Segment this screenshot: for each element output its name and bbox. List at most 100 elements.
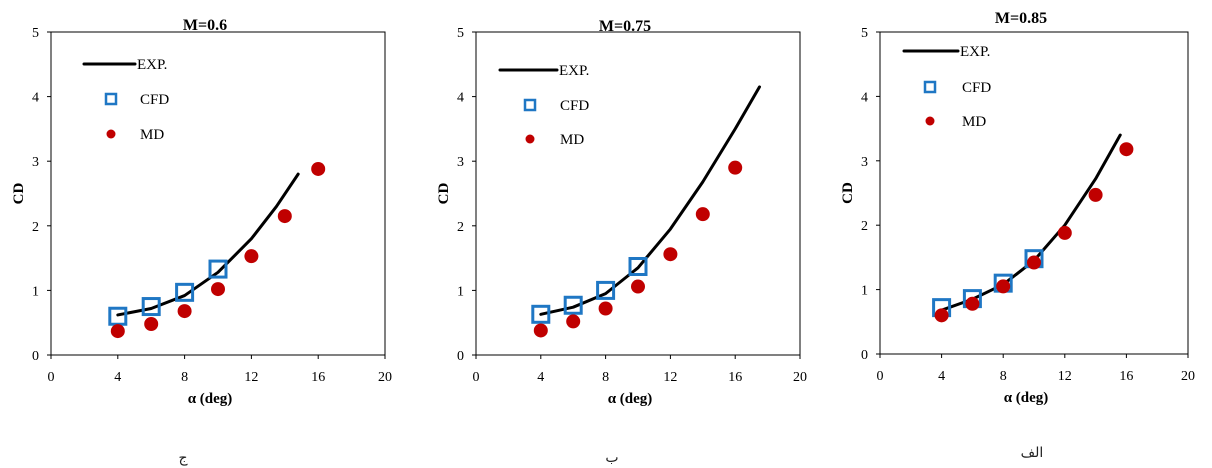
cfd-point (531, 304, 551, 324)
x-axis-label: α (deg) (608, 391, 653, 407)
x-tick-label: 4 (537, 370, 544, 385)
x-tick-label: 4 (114, 370, 121, 385)
x-tick-label: 16 (1119, 369, 1133, 384)
legend-cfd-swatch (104, 92, 118, 106)
legend-md-label: MD (140, 127, 164, 143)
legend-exp-label: EXP. (137, 57, 167, 73)
y-tick-label: 3 (861, 155, 868, 170)
legend-exp-label: EXP. (559, 63, 589, 79)
cfd-point (596, 280, 616, 300)
md-point (1088, 187, 1103, 202)
md-point (996, 279, 1011, 294)
md-point (663, 247, 678, 262)
cfd-point (208, 259, 228, 279)
chart-title: M=0.85 (995, 10, 1047, 27)
plot-area (879, 31, 1189, 355)
legend-md-swatch (106, 129, 116, 139)
x-tick-label: 12 (244, 370, 258, 385)
plot-area (475, 31, 801, 356)
x-tick-label: 0 (48, 370, 55, 385)
legend-md-swatch (525, 134, 535, 144)
md-point (211, 282, 225, 297)
y-axis-label: CD (11, 183, 27, 205)
y-axis-label: CD (840, 182, 856, 204)
y-tick-label: 5 (861, 26, 868, 41)
y-tick-label: 3 (457, 155, 464, 170)
y-axis-label: CD (436, 183, 452, 205)
legend-cfd-label: CFD (140, 92, 169, 108)
md-point (631, 279, 645, 294)
legend: EXP. CFD MD (498, 63, 589, 148)
y-tick-label: 5 (32, 26, 39, 41)
x-tick-label: 20 (1181, 369, 1195, 384)
y-tick-label: 2 (861, 219, 868, 234)
md-point (311, 161, 326, 176)
legend-cfd-label: CFD (962, 80, 991, 96)
x-tick-label: 16 (311, 370, 325, 385)
x-axis-label: α (deg) (1004, 390, 1049, 406)
legend-cfd-label: CFD (560, 98, 589, 114)
cfd-point (563, 295, 583, 315)
y-tick-label: 2 (457, 220, 464, 235)
y-tick-label: 4 (457, 91, 464, 106)
legend-cfd-swatch (923, 80, 937, 94)
x-tick-label: 12 (1058, 369, 1072, 384)
x-tick-label: 20 (793, 370, 807, 385)
legend-cfd-swatch (523, 98, 537, 112)
y-tick-label: 0 (457, 349, 464, 364)
exp-series-line (539, 85, 761, 316)
md-point (598, 301, 613, 316)
md-point (244, 249, 259, 264)
y-tick-label: 1 (861, 284, 868, 299)
chart-title: M=0.75 (599, 18, 651, 35)
md-point (1027, 255, 1041, 270)
exp-series-line (116, 172, 300, 317)
x-tick-label: 4 (938, 369, 945, 384)
md-point (110, 324, 125, 339)
x-tick-label: 8 (1000, 369, 1007, 384)
y-tick-label: 0 (861, 348, 868, 363)
y-tick-label: 1 (457, 284, 464, 299)
cfd-point (175, 282, 195, 302)
x-axis-label: α (deg) (188, 391, 233, 407)
md-point (695, 207, 710, 222)
legend: EXP. CFD MD (82, 57, 169, 143)
y-tick-label: 4 (32, 91, 39, 106)
panel-caption: ج (178, 450, 188, 466)
md-point (144, 316, 159, 331)
legend: EXP. CFD MD (902, 44, 991, 130)
y-tick-label: 3 (32, 155, 39, 170)
y-tick-label: 1 (32, 284, 39, 299)
md-point (566, 314, 581, 329)
y-tick-label: 0 (32, 349, 39, 364)
y-tick-label: 5 (457, 26, 464, 41)
exp-series-line (940, 133, 1122, 312)
md-point (1057, 225, 1072, 240)
x-tick-label: 0 (473, 370, 480, 385)
md-point (277, 209, 292, 224)
legend-md-label: MD (962, 114, 986, 130)
md-point (965, 296, 980, 311)
cfd-point (141, 297, 161, 317)
legend-exp-label: EXP. (960, 44, 990, 60)
y-tick-label: 4 (861, 90, 868, 105)
cfd-point (628, 256, 648, 276)
x-tick-label: 16 (728, 370, 742, 385)
legend-md-label: MD (560, 132, 584, 148)
x-tick-label: 20 (378, 370, 392, 385)
panel-caption: ب (605, 450, 618, 466)
x-tick-label: 8 (181, 370, 188, 385)
plot-area (50, 31, 386, 356)
md-point (728, 160, 743, 175)
y-tick-label: 2 (32, 220, 39, 235)
panel-caption: الف (1021, 445, 1044, 461)
x-tick-label: 12 (663, 370, 677, 385)
x-tick-label: 8 (602, 370, 609, 385)
chart-title: M=0.6 (183, 17, 227, 34)
legend-md-swatch (925, 116, 935, 126)
md-point (177, 304, 192, 319)
